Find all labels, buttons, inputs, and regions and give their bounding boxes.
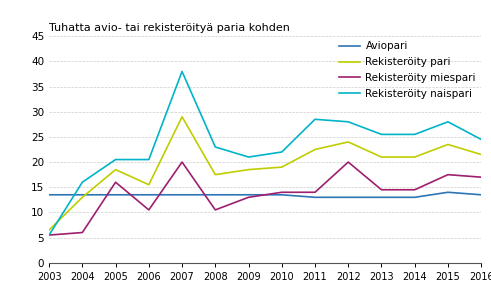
Aviopari [179,193,185,197]
Rekisteröity pari [246,168,251,172]
Rekisteröity naispari [478,138,484,141]
Rekisteröity miespari [379,188,384,191]
Rekisteröity naispari [212,145,218,149]
Rekisteröity naispari [146,158,152,161]
Rekisteröity pari [478,153,484,156]
Rekisteröity miespari [212,208,218,212]
Rekisteröity naispari [412,133,418,136]
Aviopari [112,193,118,197]
Rekisteröity miespari [46,233,52,237]
Legend: Aviopari, Rekisteröity pari, Rekisteröity miespari, Rekisteröity naispari: Aviopari, Rekisteröity pari, Rekisteröit… [339,41,476,99]
Rekisteröity miespari [345,160,351,164]
Line: Rekisteröity naispari: Rekisteröity naispari [49,72,481,235]
Rekisteröity miespari [412,188,418,191]
Rekisteröity miespari [478,175,484,179]
Rekisteröity naispari [445,120,451,124]
Line: Aviopari: Aviopari [49,192,481,197]
Rekisteröity pari [379,155,384,159]
Rekisteröity naispari [80,180,85,184]
Rekisteröity naispari [46,233,52,237]
Text: Tuhatta avio- tai rekisteröityä paria kohden: Tuhatta avio- tai rekisteröityä paria ko… [49,23,290,33]
Aviopari [146,193,152,197]
Aviopari [246,193,251,197]
Rekisteröity pari [445,143,451,146]
Rekisteröity miespari [80,231,85,234]
Rekisteröity naispari [379,133,384,136]
Rekisteröity miespari [246,195,251,199]
Rekisteröity naispari [179,70,185,73]
Rekisteröity naispari [345,120,351,124]
Aviopari [212,193,218,197]
Line: Rekisteröity miespari: Rekisteröity miespari [49,162,481,235]
Aviopari [412,195,418,199]
Aviopari [279,193,285,197]
Rekisteröity pari [312,148,318,151]
Aviopari [80,193,85,197]
Rekisteröity pari [412,155,418,159]
Rekisteröity naispari [312,117,318,121]
Aviopari [379,195,384,199]
Rekisteröity miespari [279,191,285,194]
Rekisteröity pari [112,168,118,172]
Rekisteröity pari [80,195,85,199]
Aviopari [46,193,52,197]
Aviopari [445,191,451,194]
Rekisteröity pari [46,228,52,232]
Rekisteröity miespari [312,191,318,194]
Aviopari [312,195,318,199]
Line: Rekisteröity pari: Rekisteröity pari [49,117,481,230]
Rekisteröity naispari [279,150,285,154]
Rekisteröity naispari [112,158,118,161]
Rekisteröity miespari [179,160,185,164]
Rekisteröity pari [146,183,152,187]
Rekisteröity naispari [246,155,251,159]
Rekisteröity miespari [445,173,451,176]
Rekisteröity pari [345,140,351,144]
Rekisteröity pari [279,165,285,169]
Rekisteröity miespari [112,180,118,184]
Rekisteröity pari [179,115,185,119]
Rekisteröity miespari [146,208,152,212]
Rekisteröity pari [212,173,218,176]
Aviopari [478,193,484,197]
Aviopari [345,195,351,199]
